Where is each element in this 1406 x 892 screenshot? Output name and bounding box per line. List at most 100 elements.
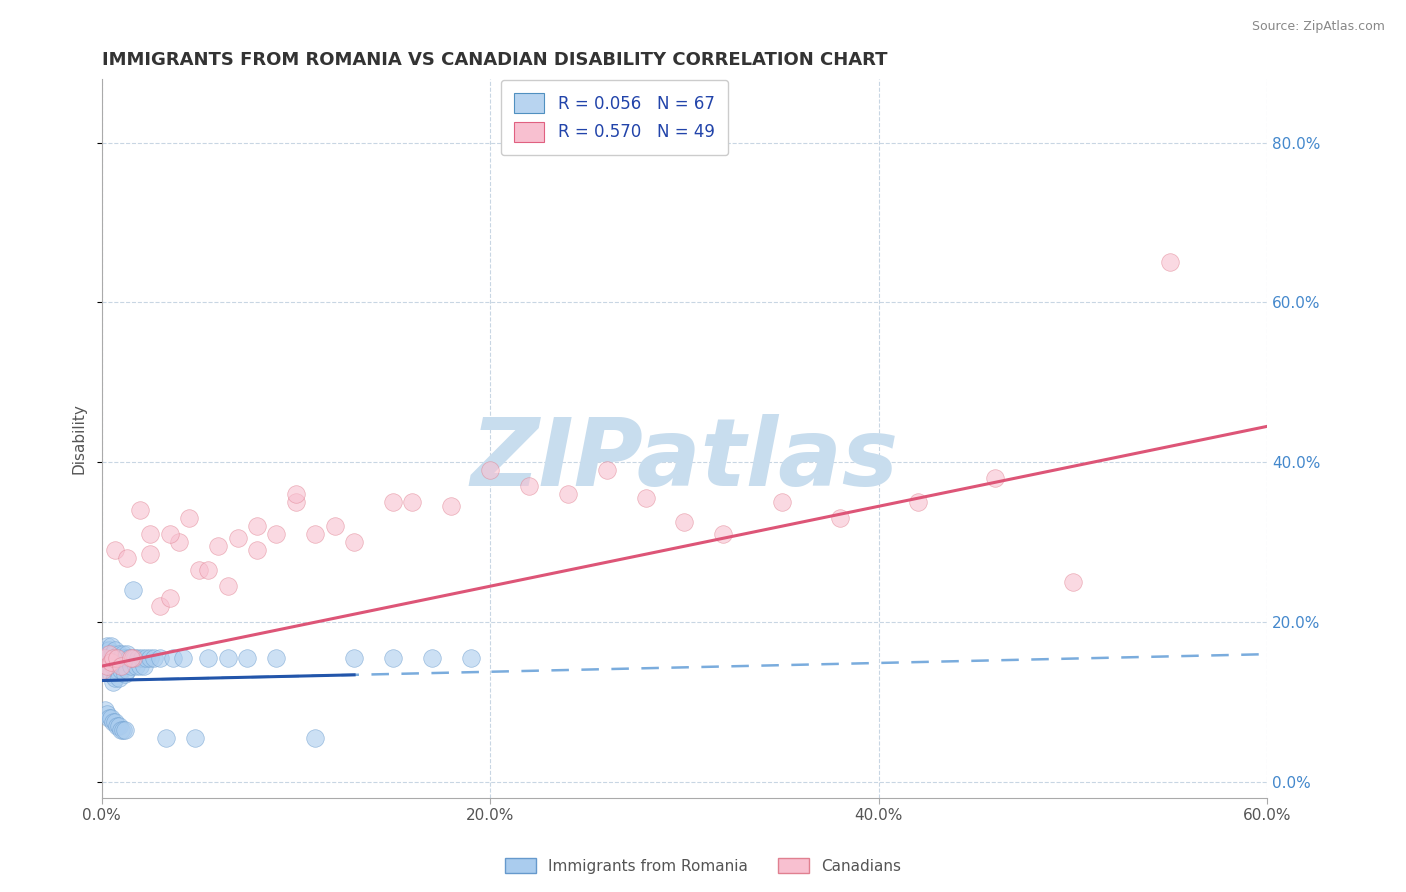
Point [172, 651, 194, 665]
Point [517, 479, 540, 493]
Point [120, 659, 142, 673]
Point [110, 723, 132, 738]
Point [124, 651, 146, 665]
Point [98, 651, 121, 665]
Point [93, 663, 115, 677]
Point [167, 535, 190, 549]
Point [217, 651, 239, 665]
Point [105, 651, 128, 665]
Point [129, 503, 152, 517]
Point [111, 723, 134, 738]
Point [120, 651, 142, 665]
Point [100, 639, 122, 653]
Point [108, 647, 131, 661]
Point [381, 495, 404, 509]
Point [94, 651, 117, 665]
Point [104, 643, 127, 657]
Point [110, 663, 132, 677]
Point [111, 659, 134, 673]
Point [96, 659, 118, 673]
Point [104, 655, 127, 669]
Point [108, 719, 131, 733]
Point [711, 527, 734, 541]
Point [98, 711, 121, 725]
Point [1159, 255, 1181, 269]
Point [557, 487, 579, 501]
Point [246, 543, 269, 558]
Point [246, 519, 269, 533]
Text: IMMIGRANTS FROM ROMANIA VS CANADIAN DISABILITY CORRELATION CHART: IMMIGRANTS FROM ROMANIA VS CANADIAN DISA… [101, 51, 887, 69]
Text: ZIPatlas: ZIPatlas [471, 414, 898, 506]
Point [343, 535, 366, 549]
Point [1062, 575, 1084, 590]
Point [96, 707, 118, 722]
Point [673, 515, 696, 529]
Point [96, 647, 118, 661]
Point [100, 655, 122, 669]
Point [111, 647, 134, 661]
Point [149, 651, 172, 665]
Point [105, 651, 128, 665]
Point [98, 643, 121, 657]
Point [105, 719, 128, 733]
Point [101, 715, 124, 730]
Point [162, 651, 184, 665]
Point [420, 651, 443, 665]
Point [101, 659, 124, 673]
Point [101, 651, 124, 665]
Point [96, 655, 118, 669]
Point [114, 723, 136, 738]
Point [266, 527, 288, 541]
Point [323, 519, 346, 533]
Point [125, 659, 148, 673]
Point [440, 500, 463, 514]
Point [149, 599, 172, 614]
Point [197, 563, 219, 577]
Point [139, 527, 162, 541]
Point [131, 651, 153, 665]
Point [135, 651, 157, 665]
Point [100, 655, 122, 669]
Point [236, 651, 259, 665]
Point [100, 711, 122, 725]
Point [634, 491, 657, 506]
Point [343, 651, 366, 665]
Legend: Immigrants from Romania, Canadians: Immigrants from Romania, Canadians [499, 852, 907, 880]
Point [155, 731, 177, 745]
Point [460, 651, 482, 665]
Point [104, 671, 127, 685]
Point [479, 463, 502, 477]
Point [828, 511, 851, 525]
Point [96, 639, 118, 653]
Point [114, 667, 136, 681]
Point [304, 527, 326, 541]
Point [197, 651, 219, 665]
Point [284, 495, 307, 509]
Point [177, 511, 200, 525]
Point [207, 539, 229, 553]
Point [770, 495, 793, 509]
Point [101, 675, 124, 690]
Point [104, 543, 127, 558]
Point [184, 731, 207, 745]
Point [381, 651, 404, 665]
Point [284, 487, 307, 501]
Point [226, 531, 249, 545]
Point [94, 703, 117, 717]
Point [94, 643, 117, 657]
Point [114, 651, 136, 665]
Point [984, 471, 1007, 485]
Point [105, 663, 128, 677]
Point [596, 463, 619, 477]
Point [93, 663, 115, 677]
Point [108, 671, 131, 685]
Point [101, 647, 124, 661]
Point [115, 663, 138, 677]
Point [217, 579, 239, 593]
Point [139, 651, 162, 665]
Point [100, 667, 122, 681]
Text: Source: ZipAtlas.com: Source: ZipAtlas.com [1251, 20, 1385, 33]
Legend: R = 0.056   N = 67, R = 0.570   N = 49: R = 0.056 N = 67, R = 0.570 N = 49 [501, 79, 728, 155]
Point [907, 495, 929, 509]
Point [159, 591, 181, 606]
